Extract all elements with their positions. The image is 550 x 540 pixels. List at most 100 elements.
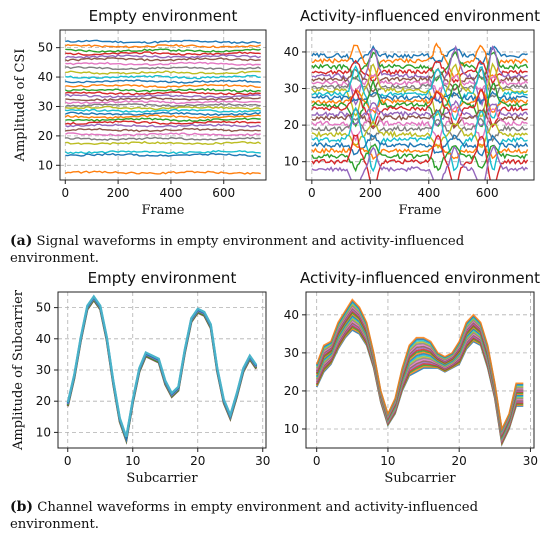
y-tick-label: 10 [284, 422, 299, 436]
caption-a-text: Signal waveforms in empty environment an… [10, 234, 465, 266]
series-line [311, 106, 528, 173]
series-line [65, 51, 261, 56]
x-axis-label: Subcarrier [384, 471, 456, 486]
series-line [65, 70, 261, 75]
series-line [65, 105, 261, 111]
x-tick-label: 0 [308, 186, 316, 200]
plot-frame [305, 291, 535, 449]
series-line [65, 83, 261, 89]
y-tick-label: 40 [284, 308, 299, 322]
series-line [311, 144, 529, 180]
plot-area [315, 298, 524, 447]
series-line [65, 111, 262, 117]
y-tick-label: 40 [284, 45, 299, 59]
series-line [311, 88, 528, 129]
series-line [65, 54, 261, 59]
series-line [65, 96, 261, 102]
y-tick-label: 10 [38, 158, 53, 172]
series-line [65, 127, 261, 133]
series-line [65, 152, 261, 158]
x-tick-label: 400 [159, 186, 182, 200]
chart-b-left: 0 10 20 30 10 20 30 40 50 Empty environment Subcar… [11, 269, 270, 486]
series-line [311, 133, 529, 157]
y-tick-label: 20 [38, 129, 53, 143]
chart-title: Empty environment [89, 7, 238, 25]
chart-title: Empty environment [88, 269, 237, 287]
y-tick-label: 30 [284, 346, 299, 360]
series-line [65, 91, 261, 96]
series-line [311, 51, 529, 82]
caption-a: (a) Signal waveforms in empty environmen… [10, 233, 545, 267]
series-line [311, 107, 529, 130]
x-tick-label: 20 [452, 454, 467, 468]
series-line [65, 117, 261, 122]
series-line [65, 136, 261, 141]
y-tick-label: 40 [38, 70, 53, 84]
x-tick-label: 30 [523, 454, 538, 468]
series-line [65, 93, 261, 99]
plot-area [64, 39, 262, 175]
y-tick-label: 40 [36, 332, 51, 346]
x-tick-label: 0 [64, 454, 72, 468]
series-line [311, 78, 529, 128]
series-line [64, 102, 261, 108]
plot-area [66, 294, 258, 445]
plot-frame [59, 29, 267, 181]
x-tick-label: 20 [190, 454, 205, 468]
x-axis-label: Subcarrier [126, 471, 198, 486]
y-tick-label: 30 [38, 99, 53, 113]
series-line [65, 43, 261, 49]
series-line [65, 108, 261, 114]
series-line [311, 134, 529, 180]
series-line [65, 120, 261, 125]
series-line [65, 79, 261, 84]
series-line [65, 123, 262, 128]
series-line [65, 61, 261, 66]
caption-a-label: (a) [10, 233, 33, 249]
plot-area [311, 42, 529, 180]
series-line [311, 59, 528, 85]
y-tick-label: 50 [36, 301, 51, 315]
x-tick-label: 0 [61, 186, 69, 200]
y-tick-label: 20 [284, 384, 299, 398]
x-tick-label: 10 [125, 454, 140, 468]
y-axis-label: Amplitude of Subcarrier [11, 289, 26, 451]
series-line [65, 48, 261, 53]
x-tick-label: 10 [380, 454, 395, 468]
caption-b: (b) Channel waveforms in empty environme… [10, 499, 545, 533]
chart-a-left: 0 200 400 600 10 20 30 40 50 Empty environment Fra… [13, 7, 267, 218]
series-line [65, 170, 261, 175]
x-tick-label: 0 [313, 454, 321, 468]
caption-b-text: Channel waveforms in empty environment a… [10, 500, 479, 532]
plot-frame [305, 29, 535, 181]
series-line [311, 90, 528, 106]
y-tick-label: 10 [36, 425, 51, 439]
y-tick-label: 20 [36, 394, 51, 408]
series-line [65, 39, 261, 44]
y-tick-label: 20 [284, 118, 299, 132]
series-line [311, 75, 529, 98]
y-tick-label: 30 [284, 82, 299, 96]
y-tick-label: 10 [284, 155, 299, 169]
series-line [311, 143, 529, 161]
series-line [65, 65, 262, 71]
y-tick-label: 30 [36, 363, 51, 377]
x-tick-label: 30 [255, 454, 270, 468]
series-line [311, 42, 529, 80]
x-axis-label: Frame [141, 203, 184, 218]
series-line [65, 140, 262, 146]
x-tick-label: 400 [417, 186, 440, 200]
chart-a-right: 0 200 400 600 10 20 30 40 Activity-influenced en… [284, 7, 540, 218]
chart-title: Activity-influenced environment [300, 7, 540, 25]
series-line [315, 298, 524, 432]
series-line [65, 57, 261, 62]
y-axis-label: Amplitude of CSI [13, 49, 28, 163]
x-axis-label: Frame [398, 203, 441, 218]
series-line [311, 44, 528, 107]
series-line [311, 64, 528, 125]
series-line [65, 87, 261, 93]
series-line [311, 89, 529, 115]
series-line [311, 62, 529, 117]
series-line [65, 132, 261, 137]
